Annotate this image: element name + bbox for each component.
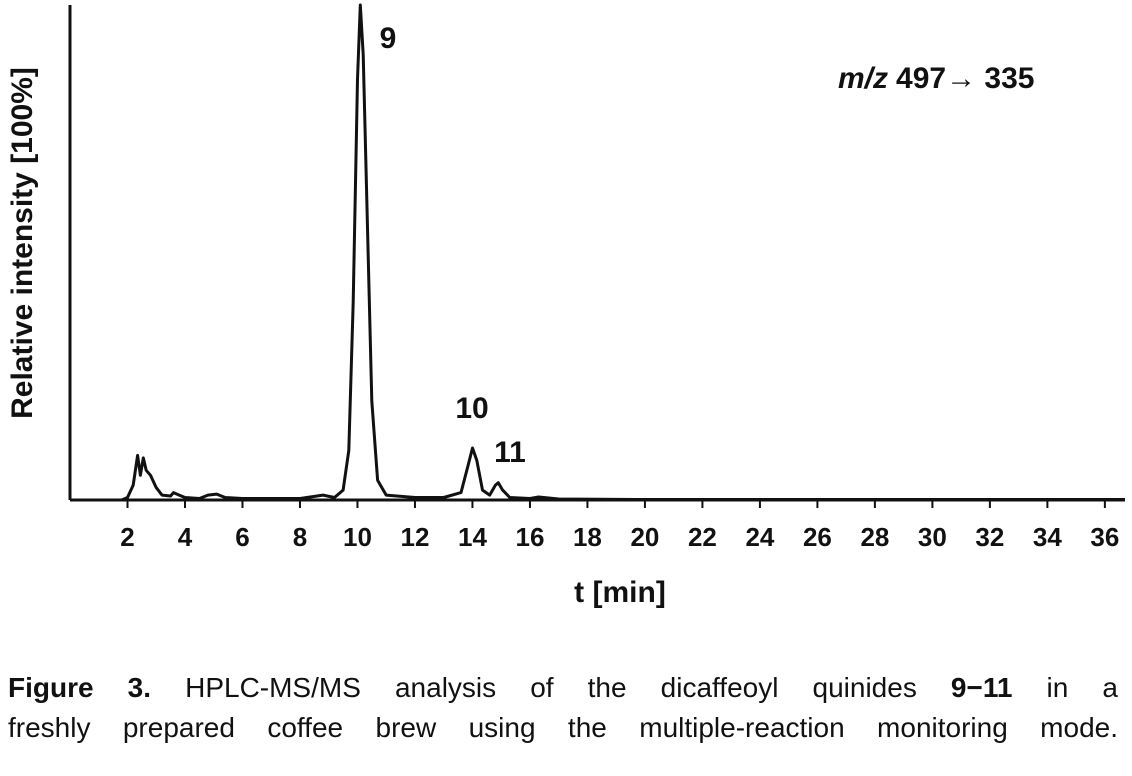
caption-label: Figure 3. — [8, 672, 151, 703]
x-tick-label: 28 — [860, 522, 889, 552]
x-tick-label: 24 — [745, 522, 774, 552]
caption-line-1: Figure 3. HPLC-MS/MS analysis of the dic… — [8, 672, 1118, 704]
peak-label: 10 — [455, 392, 488, 425]
caption-text: HPLC-MS/MS analysis of the dicaffeoyl qu… — [185, 672, 917, 703]
caption-compounds: 9−11 — [950, 672, 1013, 703]
chart: Relative intensity [100%] t [min] m/z 497… — [6, 3, 1125, 609]
x-tick-label: 34 — [1033, 522, 1062, 552]
x-tick-label: 10 — [343, 522, 372, 552]
x-tick-label: 2 — [120, 522, 134, 552]
x-tick-label: 18 — [573, 522, 602, 552]
caption-text-end: in a — [1046, 672, 1118, 703]
x-tick-label: 32 — [975, 522, 1004, 552]
x-tick-label: 36 — [1090, 522, 1119, 552]
transition-italic: m/z — [838, 62, 888, 95]
x-tick-label: 26 — [803, 522, 832, 552]
chromatogram-line — [121, 3, 1125, 502]
x-tick-label: 12 — [400, 522, 429, 552]
x-tick-label: 22 — [688, 522, 717, 552]
peak-label: 9 — [380, 22, 397, 55]
x-tick-label: 20 — [630, 522, 659, 552]
x-tick-label: 8 — [293, 522, 307, 552]
caption-line-2: freshly prepared coffee brew using the m… — [8, 712, 1118, 743]
x-tick-label: 16 — [515, 522, 544, 552]
x-tick-label: 6 — [235, 522, 249, 552]
y-axis-title: Relative intensity [100%] — [6, 67, 39, 419]
x-tick-label: 4 — [178, 522, 193, 552]
x-axis-title: t [min] — [574, 576, 666, 609]
transition-label: m/z 497→ 335 — [838, 62, 1034, 95]
x-tick-label: 30 — [918, 522, 947, 552]
peak-label: 11 — [494, 436, 526, 469]
x-tick-label: 14 — [458, 522, 487, 552]
transition-text: 497→ 335 — [896, 62, 1034, 95]
